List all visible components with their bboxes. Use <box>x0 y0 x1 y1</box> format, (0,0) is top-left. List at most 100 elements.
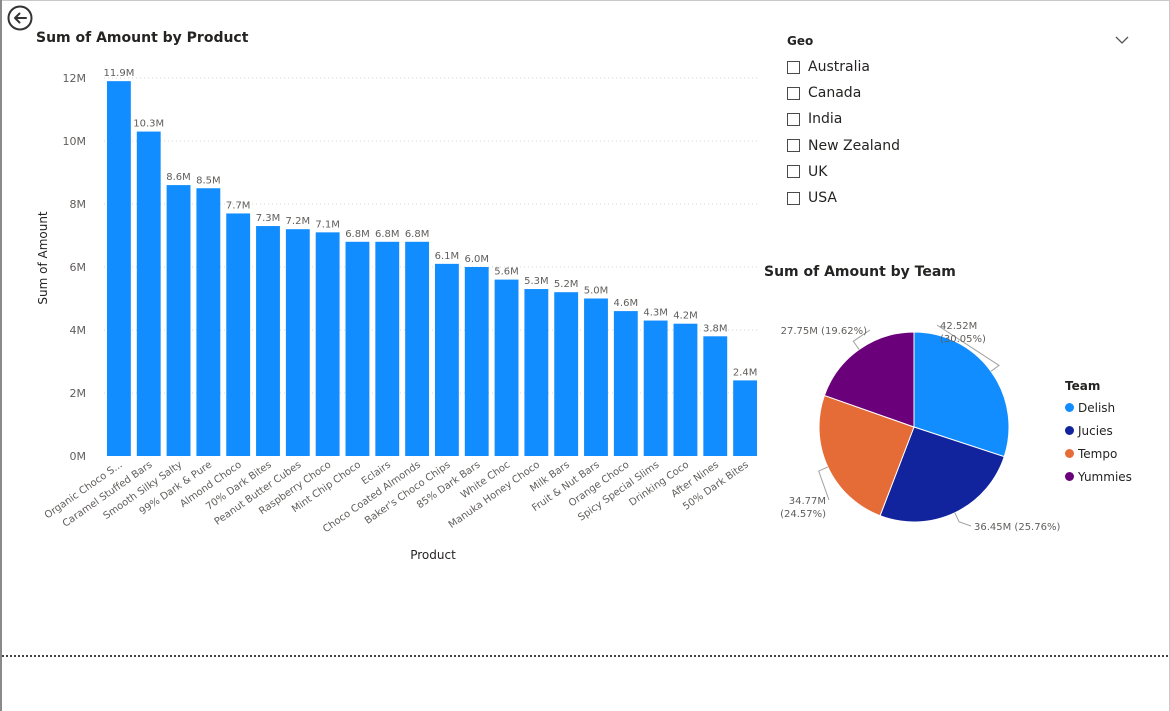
bar-data-label: 5.3M <box>524 276 549 287</box>
bar[interactable] <box>345 241 370 456</box>
bar-chart[interactable]: 0M 2M 4M 6M 8M 10M 12M Sum of Amount Product 11.9… <box>0 0 770 580</box>
bar[interactable] <box>673 323 698 456</box>
pie-slice[interactable] <box>879 426 1005 523</box>
bar[interactable] <box>733 380 758 456</box>
bar[interactable] <box>375 241 400 456</box>
slicer-option-label: USA <box>808 190 837 207</box>
bar[interactable] <box>584 298 608 457</box>
y-tick-label: 6M <box>70 261 87 274</box>
bar-data-label: 5.2M <box>554 279 579 290</box>
slicer-option[interactable]: New Zealand <box>787 133 900 159</box>
bar-data-label: 2.4M <box>733 367 758 378</box>
slicer-option-label: Australia <box>808 59 870 76</box>
bar[interactable] <box>464 267 489 456</box>
bar[interactable] <box>703 336 728 456</box>
y-tick-label: 0M <box>70 450 87 463</box>
geo-slicer-list: Australia Canada India New Zealand UK USA <box>787 54 900 211</box>
legend-marker-icon <box>1065 403 1074 412</box>
pie-data-label: 36.45M (25.76%) <box>974 522 1060 533</box>
slicer-option[interactable]: UK <box>787 159 900 185</box>
pie-data-label: 34.77M (24.57%) <box>780 496 826 520</box>
legend-label: Tempo <box>1078 446 1118 461</box>
pie-slice[interactable] <box>818 394 915 517</box>
bar-data-label: 8.5M <box>196 175 221 186</box>
legend-label: Jucies <box>1078 423 1113 438</box>
bar[interactable] <box>434 263 459 456</box>
pie-leader-line <box>818 466 830 501</box>
legend-marker-icon <box>1065 449 1074 458</box>
bar[interactable] <box>494 279 519 456</box>
slicer-checkbox[interactable] <box>787 191 800 205</box>
legend-marker-icon <box>1065 472 1074 481</box>
back-arrow-icon <box>7 5 33 31</box>
bar-data-label: 7.2M <box>286 216 311 227</box>
slicer-option[interactable]: Australia <box>787 54 900 80</box>
bar[interactable] <box>106 81 131 457</box>
slicer-checkbox[interactable] <box>787 112 800 126</box>
bar-data-label: 7.7M <box>226 200 251 211</box>
pie-legend: Delish Jucies Tempo Yummies <box>1065 396 1132 488</box>
pie-data-label: 27.75M (19.62%) <box>781 326 867 337</box>
bar[interactable] <box>256 226 280 456</box>
slicer-option-label: Canada <box>808 85 862 102</box>
pie-data-label: 42.52M (30.05%) <box>940 321 986 345</box>
bar-chart-title: Sum of Amount by Product <box>36 30 249 46</box>
legend-item[interactable]: Yummies <box>1065 465 1132 488</box>
slicer-option-label: New Zealand <box>808 137 900 154</box>
bar-data-label: 5.6M <box>494 267 519 278</box>
slicer-checkbox[interactable] <box>787 139 800 153</box>
y-tick-label: 2M <box>70 387 87 400</box>
bar[interactable] <box>315 232 340 456</box>
slicer-option-label: UK <box>808 163 828 180</box>
pie-slice[interactable] <box>823 331 915 428</box>
bar-data-label: 4.6M <box>614 298 639 309</box>
pie-chart[interactable]: 42.52M (30.05%) 36.45M (25.76%) 34.77M (24.5… <box>760 300 1065 550</box>
bar[interactable] <box>196 188 221 456</box>
bar-data-label: 6.8M <box>375 229 400 240</box>
report-frame-top <box>0 0 1170 1</box>
bar-data-label: 6.8M <box>405 229 430 240</box>
slicer-option[interactable]: USA <box>787 185 900 211</box>
bar-data-label: 6.8M <box>345 229 370 240</box>
pie-chart-title: Sum of Amount by Team <box>764 264 956 280</box>
bar[interactable] <box>285 229 310 456</box>
bar-data-label: 7.1M <box>315 219 340 230</box>
page-divider <box>2 655 1168 657</box>
report-frame-left <box>0 0 2 711</box>
slicer-option[interactable]: Canada <box>787 80 900 106</box>
bar-data-label: 8.6M <box>166 172 191 183</box>
slicer-option[interactable]: India <box>787 106 900 132</box>
legend-item[interactable]: Jucies <box>1065 419 1132 442</box>
slicer-checkbox[interactable] <box>787 165 800 179</box>
bar-data-label: 3.8M <box>703 323 728 334</box>
y-tick-label: 10M <box>63 135 87 148</box>
bar-data-label: 4.2M <box>673 311 698 322</box>
slicer-dropdown-button[interactable] <box>1114 32 1130 48</box>
pie-legend-title: Team <box>1065 379 1101 393</box>
bar[interactable] <box>136 131 161 457</box>
bar[interactable] <box>405 241 430 456</box>
bar[interactable] <box>524 289 549 456</box>
legend-item[interactable]: Delish <box>1065 396 1132 419</box>
slicer-checkbox[interactable] <box>787 86 800 100</box>
bar-data-label: 10.3M <box>133 119 164 130</box>
bar[interactable] <box>226 213 251 456</box>
legend-item[interactable]: Tempo <box>1065 442 1132 465</box>
back-button[interactable] <box>7 5 33 31</box>
legend-label: Yummies <box>1078 469 1132 484</box>
y-tick-label: 8M <box>70 198 87 211</box>
pie-slice[interactable] <box>913 331 1010 458</box>
geo-slicer-title: Geo <box>787 34 814 48</box>
bar[interactable] <box>613 311 638 456</box>
y-tick-label: 12M <box>63 72 87 85</box>
chevron-down-icon <box>1115 36 1129 44</box>
bar-data-label: 4.3M <box>643 308 668 319</box>
pie-leader-line <box>954 512 972 527</box>
bar-data-label: 11.9M <box>103 68 134 79</box>
pie-leader-line <box>852 329 871 350</box>
bar[interactable] <box>643 320 668 456</box>
bar[interactable] <box>166 185 191 456</box>
legend-marker-icon <box>1065 426 1074 435</box>
bar[interactable] <box>554 292 579 456</box>
slicer-checkbox[interactable] <box>787 60 800 74</box>
